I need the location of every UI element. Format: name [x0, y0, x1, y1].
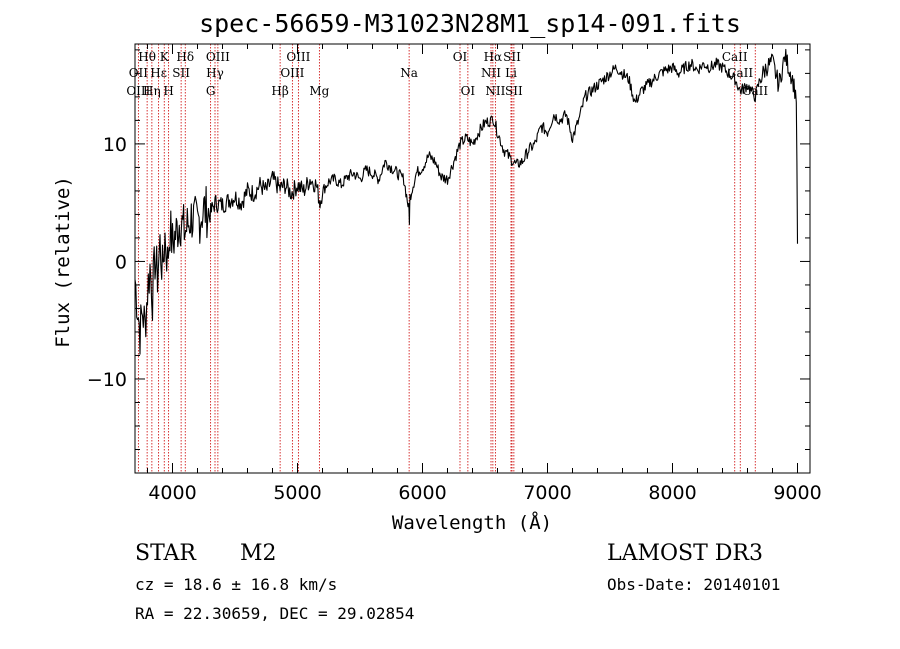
- x-axis-ticks: 4000 5000 6000 7000 8000 9000: [147, 44, 822, 504]
- observation-date: Obs-Date: 20140101: [607, 575, 780, 594]
- emission-line-label: K: [160, 50, 170, 64]
- emission-line-label: SII: [503, 50, 521, 64]
- emission-line-label: Na: [400, 66, 418, 80]
- emission-line-label: CaII: [727, 66, 753, 80]
- x-tick-label: 4000: [148, 482, 196, 504]
- emission-line-label: OI: [453, 50, 468, 64]
- plot-frame: [134, 43, 811, 474]
- y-tick-label: 0: [115, 251, 127, 273]
- emission-line-label: Hε: [150, 66, 167, 80]
- survey-name: LAMOST DR3: [607, 541, 763, 566]
- x-tick-label: 9000: [773, 482, 821, 504]
- emission-line-label: NII: [481, 66, 501, 80]
- spectrum-series-line: [134, 48, 799, 355]
- emission-line-label: H: [163, 84, 173, 98]
- emission-line-label: NII: [485, 84, 505, 98]
- emission-line-label: Hγ: [206, 66, 224, 80]
- emission-line-label: G: [206, 84, 216, 98]
- emission-line-label: Hθ: [138, 50, 156, 64]
- emission-line-label: OIII: [206, 50, 230, 64]
- x-tick-label: 8000: [648, 482, 696, 504]
- coordinates: RA = 22.30659, DEC = 29.02854: [135, 604, 414, 623]
- emission-line-label: OIII: [280, 66, 304, 80]
- emission-line-label: Mg: [309, 84, 329, 98]
- emission-line-label: OI: [461, 84, 476, 98]
- x-tick-label: 6000: [398, 482, 446, 504]
- emission-line-label: OIII: [286, 50, 310, 64]
- emission-line-label: Hη: [143, 84, 161, 98]
- emission-line-label: Li: [505, 66, 517, 80]
- object-subclass: M2: [240, 541, 277, 566]
- emission-line-label: OIII: [126, 84, 150, 98]
- emission-line-label: Hδ: [176, 50, 194, 64]
- emission-line-label: Hβ: [271, 84, 288, 98]
- y-tick-label: 10: [103, 134, 127, 156]
- y-axis-ticks: −10 0 10: [87, 49, 810, 474]
- emission-line-label: CaII: [722, 50, 748, 64]
- emission-line-label: SII: [505, 84, 523, 98]
- x-tick-label: 7000: [523, 482, 571, 504]
- x-axis-label: Wavelength (Å): [392, 511, 552, 534]
- chart-title: spec-56659-M31023N28M1_sp14-091.fits: [199, 9, 741, 38]
- emission-line-label: Hα: [484, 50, 503, 64]
- emission-line-label: SII: [172, 66, 190, 80]
- y-tick-label: −10: [87, 369, 127, 391]
- redshift-velocity: cz = 18.6 ± 16.8 km/s: [135, 575, 337, 594]
- x-tick-label: 5000: [273, 482, 321, 504]
- emission-line-markers: [137, 44, 756, 473]
- object-class: STAR: [135, 541, 197, 566]
- y-axis-label: Flux (relative): [52, 176, 74, 348]
